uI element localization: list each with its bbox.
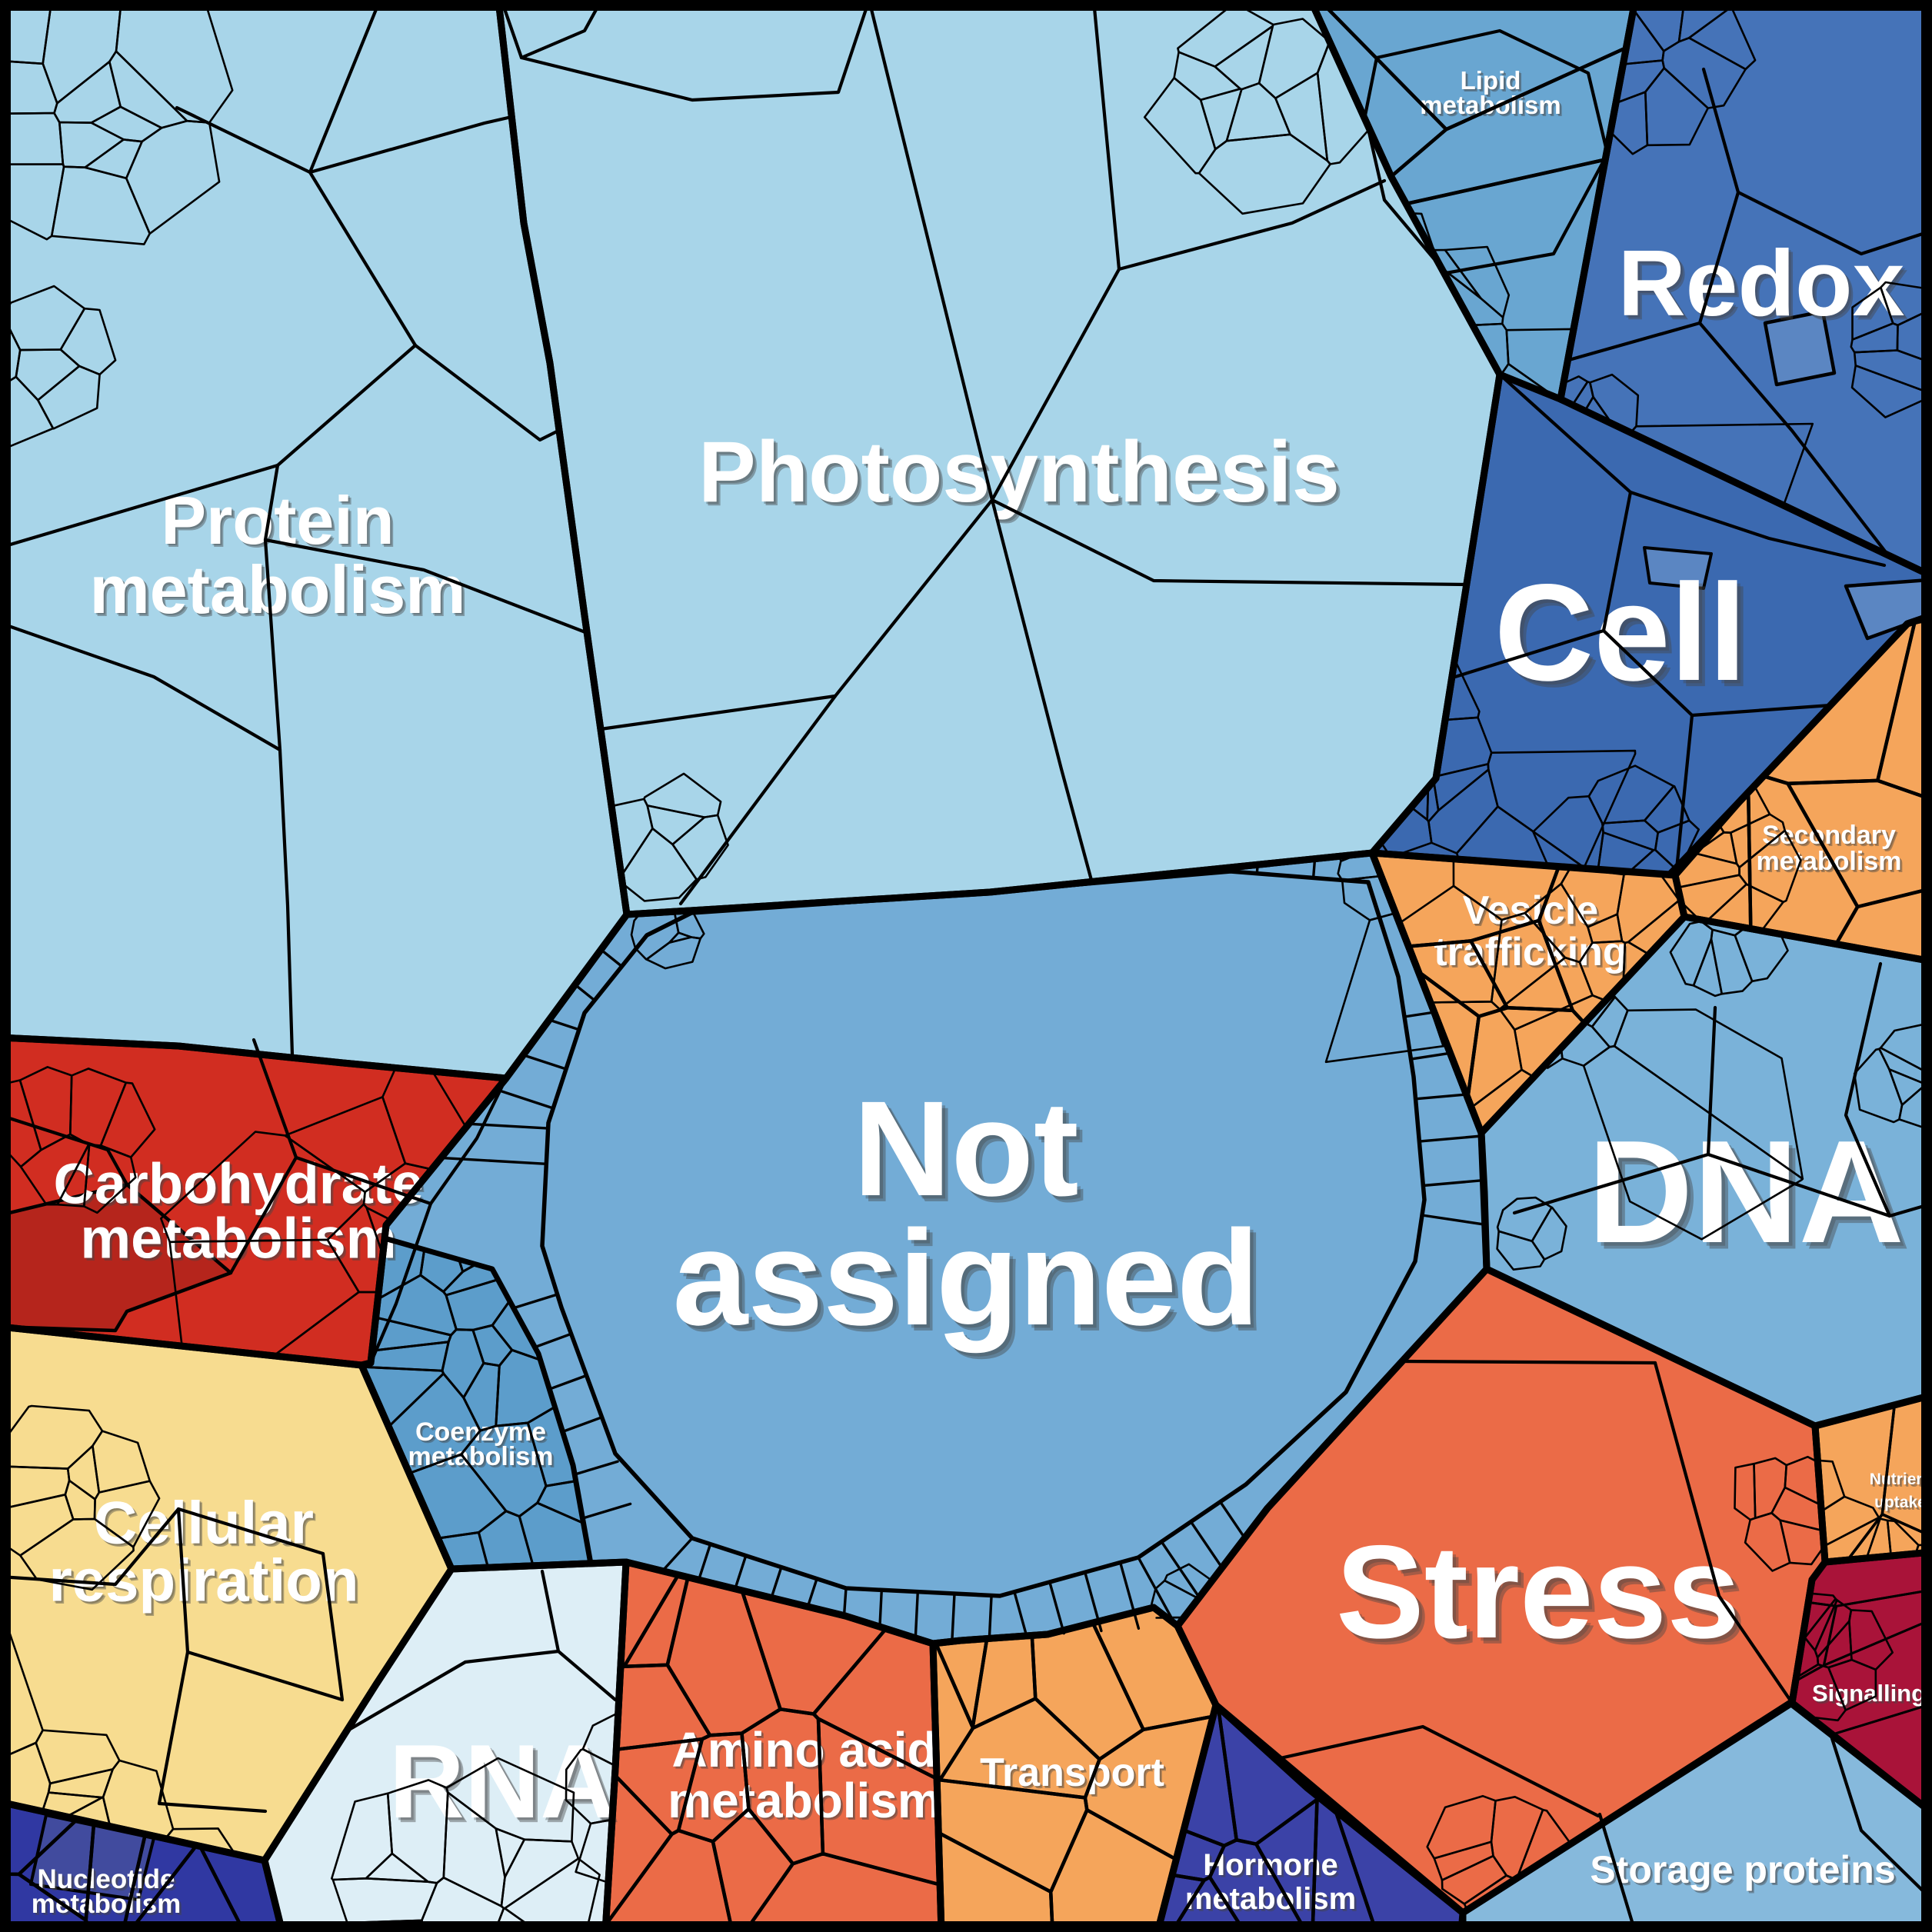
svg-text:Signalling: Signalling <box>1812 1680 1926 1707</box>
svg-text:Protein: Protein <box>163 484 396 560</box>
svg-text:Amino acid: Amino acid <box>672 1722 938 1777</box>
svg-text:Storage proteins: Storage proteins <box>1591 1850 1897 1893</box>
svg-text:trafficking: trafficking <box>1434 930 1627 974</box>
svg-text:Lipid: Lipid <box>1463 68 1524 97</box>
svg-text:Cell: Cell <box>1501 561 1753 715</box>
svg-text:uptake: uptake <box>1874 1494 1927 1511</box>
svg-text:Hormone: Hormone <box>1205 1850 1341 1884</box>
svg-text:Cell: Cell <box>1497 558 1750 712</box>
svg-text:metabolism: metabolism <box>670 1775 944 1830</box>
svg-text:Amino acid: Amino acid <box>673 1724 938 1779</box>
svg-text:metabolism: metabolism <box>411 1444 556 1474</box>
svg-text:Storage proteins: Storage proteins <box>1592 1850 1897 1894</box>
svg-text:metabolism: metabolism <box>1185 1882 1356 1916</box>
svg-text:metabolism: metabolism <box>32 1889 182 1919</box>
svg-text:metabolism: metabolism <box>669 1774 943 1830</box>
svg-text:Signalling: Signalling <box>1814 1681 1927 1708</box>
svg-text:Stress: Stress <box>1342 1524 1747 1672</box>
svg-text:metabolism: metabolism <box>1187 1884 1357 1917</box>
svg-text:Redox: Redox <box>1621 233 1907 338</box>
svg-text:Not: Not <box>853 1074 1078 1224</box>
svg-text:respiration: respiration <box>48 1547 358 1614</box>
svg-text:Not: Not <box>857 1077 1082 1227</box>
svg-text:Redox: Redox <box>1618 231 1905 335</box>
svg-text:RNA: RNA <box>391 1725 618 1842</box>
svg-text:RNA: RNA <box>394 1727 621 1844</box>
svg-text:Lipid: Lipid <box>1461 68 1522 96</box>
svg-text:Photosynthesis: Photosynthesis <box>698 424 1340 520</box>
svg-text:Stress: Stress <box>1336 1518 1740 1666</box>
svg-text:Protein: Protein <box>164 485 397 561</box>
svg-text:metabolism: metabolism <box>1757 848 1903 878</box>
svg-text:Stress: Stress <box>1339 1521 1744 1669</box>
svg-text:Storage proteins: Storage proteins <box>1590 1848 1895 1891</box>
svg-text:Protein: Protein <box>161 482 394 558</box>
svg-text:DNA: DNA <box>1587 1111 1904 1274</box>
svg-text:metabolism: metabolism <box>82 1208 398 1271</box>
svg-text:Secondary: Secondary <box>1764 822 1897 851</box>
svg-text:Nucleotide: Nucleotide <box>38 1866 176 1896</box>
svg-text:Cell: Cell <box>1494 555 1747 709</box>
svg-text:Nucleotide: Nucleotide <box>40 1867 178 1897</box>
svg-text:Secondary: Secondary <box>1762 821 1896 850</box>
svg-text:Vesicle: Vesicle <box>1463 888 1598 933</box>
svg-text:trafficking: trafficking <box>1435 931 1628 976</box>
svg-text:metabolism: metabolism <box>1757 847 1902 876</box>
svg-text:Not: Not <box>859 1080 1084 1231</box>
svg-text:assigned: assigned <box>678 1209 1265 1360</box>
svg-text:assigned: assigned <box>673 1203 1260 1354</box>
svg-text:Nucleotide: Nucleotide <box>38 1864 175 1894</box>
svg-text:uptake: uptake <box>1876 1495 1928 1513</box>
svg-text:metabolism: metabolism <box>409 1444 555 1473</box>
svg-text:uptake: uptake <box>1877 1496 1929 1514</box>
svg-text:Vesicle: Vesicle <box>1464 890 1600 934</box>
svg-text:Secondary: Secondary <box>1764 823 1898 852</box>
svg-text:metabolism: metabolism <box>668 1773 941 1828</box>
svg-text:Coenzyme: Coenzyme <box>418 1420 548 1449</box>
svg-text:metabolism: metabolism <box>1421 92 1562 121</box>
svg-text:Signalling: Signalling <box>1814 1682 1928 1709</box>
svg-text:Hormone: Hormone <box>1203 1848 1338 1882</box>
svg-text:Lipid: Lipid <box>1461 66 1521 95</box>
svg-text:metabolism: metabolism <box>89 551 465 628</box>
svg-text:assigned: assigned <box>676 1206 1263 1357</box>
svg-text:metabolism: metabolism <box>408 1442 554 1471</box>
svg-text:Photosynthesis: Photosynthesis <box>701 426 1342 522</box>
svg-text:metabolism: metabolism <box>1420 91 1561 119</box>
